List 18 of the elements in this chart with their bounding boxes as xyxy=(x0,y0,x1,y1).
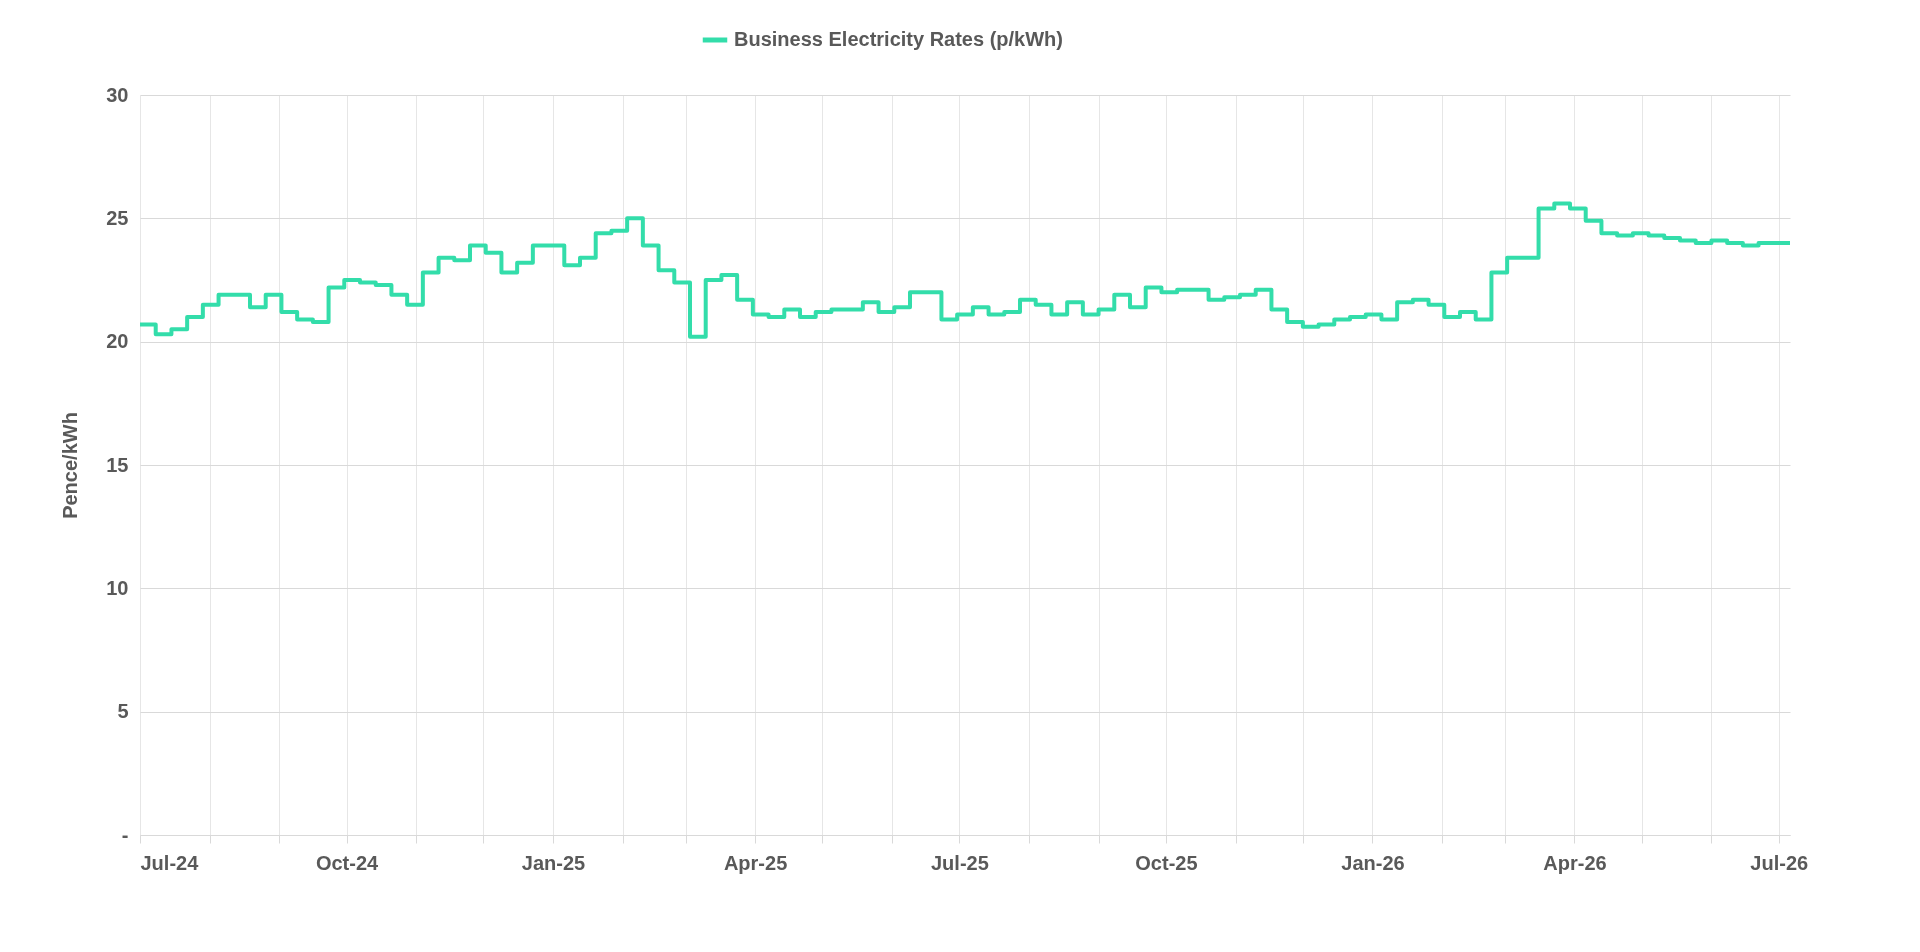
x-tick-label: Oct-24 xyxy=(315,851,380,874)
x-tick-label: Jan-26 xyxy=(1341,851,1405,874)
y-tick-label: 20 xyxy=(106,330,129,353)
x-tick-label: Oct-25 xyxy=(1135,851,1198,874)
x-tick-label: Jan-25 xyxy=(521,851,586,874)
y-tick-label: 30 xyxy=(106,83,129,106)
y-tick-label: 25 xyxy=(106,206,129,229)
x-tick-label: Apr-25 xyxy=(723,851,788,874)
y-tick-label: 5 xyxy=(117,700,129,723)
x-tick-label: Jul-25 xyxy=(930,851,989,874)
x-tick-label: Jul-26 xyxy=(1750,851,1809,874)
y-axis-title: Pence/kWh xyxy=(59,412,82,519)
x-tick-label: Jul-24 xyxy=(140,851,200,874)
y-tick-label: 15 xyxy=(106,453,129,476)
legend-label: Business Electricity Rates (p/kWh) xyxy=(734,28,1063,50)
y-tick-label: - xyxy=(121,823,129,846)
y-tick-label: 10 xyxy=(106,576,129,599)
x-tick-label: Apr-26 xyxy=(1543,851,1607,874)
